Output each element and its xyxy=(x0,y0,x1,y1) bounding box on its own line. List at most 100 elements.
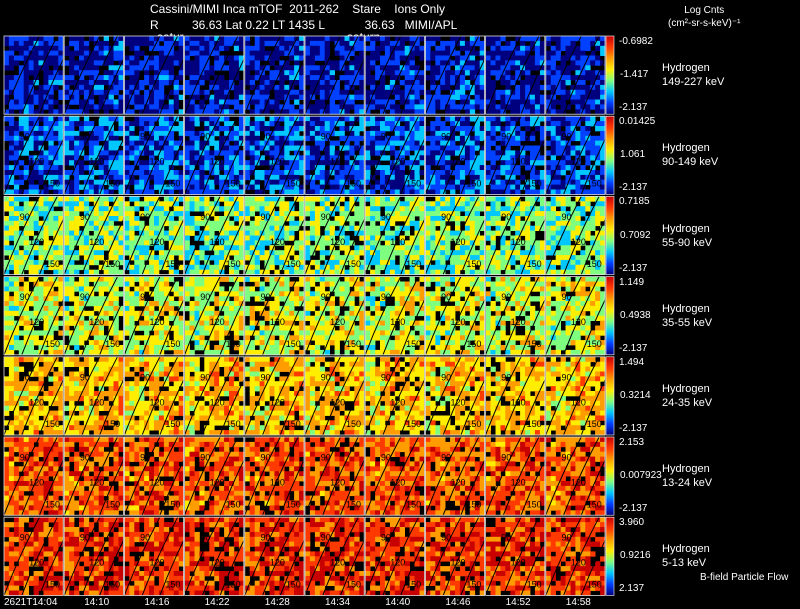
contour-label: 120 xyxy=(149,157,164,167)
heatmap-cell: 90 120 150 xyxy=(424,436,497,516)
contour-label: 150 xyxy=(466,580,481,590)
contour-label: 120 xyxy=(330,237,345,247)
contour-label: 120 xyxy=(450,397,465,407)
contour-label: 90 xyxy=(561,533,571,543)
heatmap-cell: 90 120 150 xyxy=(485,195,558,275)
contour-label: 150 xyxy=(587,419,602,429)
contour-label: 90 xyxy=(140,292,150,302)
time-tick-label: 14:16 xyxy=(144,597,170,608)
contour-label: 120 xyxy=(390,558,405,568)
heatmap-cell: 90 120 150 xyxy=(184,436,257,516)
contour-label: 90 xyxy=(441,132,451,142)
contour-label: 90 xyxy=(80,132,90,142)
heatmap-cell: 90 120 150 xyxy=(424,356,497,436)
heatmap-cell: 90 120 150 xyxy=(545,115,618,195)
contour-label: 120 xyxy=(511,157,526,167)
colorbar xyxy=(605,436,615,516)
colorbar-max: 3.960 xyxy=(619,517,645,529)
heatmap-cell: 90 120 150 xyxy=(304,115,377,195)
contour-label: 150 xyxy=(406,259,421,269)
contour-label: 90 xyxy=(260,132,270,142)
contour-label: 90 xyxy=(200,533,210,543)
contour-label: 120 xyxy=(330,558,345,568)
heatmap-cell xyxy=(244,35,317,115)
heatmap-cell xyxy=(3,35,76,115)
band-species: Hydrogen xyxy=(662,62,710,75)
heatmap-cell: 90 120 150 xyxy=(364,516,437,596)
heatmap-cell: 90 120 150 xyxy=(244,436,317,516)
contour-label: 150 xyxy=(286,179,301,189)
contour-label: 120 xyxy=(511,317,526,327)
contour-label: 120 xyxy=(511,478,526,488)
contour-label: 90 xyxy=(501,533,511,543)
contour-label: 120 xyxy=(149,478,164,488)
heatmap-cell: 90 120 150 xyxy=(364,115,437,195)
contour-label: 90 xyxy=(20,453,30,463)
contour-label: 150 xyxy=(406,179,421,189)
band-energy: 149-227 keV xyxy=(662,76,725,89)
contour-label: 150 xyxy=(527,339,542,349)
contour-label: 120 xyxy=(29,397,44,407)
contour-label: 120 xyxy=(270,478,285,488)
contour-label: 120 xyxy=(210,157,225,167)
colorbar-max: 1.149 xyxy=(619,276,645,288)
contour-label: 90 xyxy=(260,292,270,302)
band-energy: 55-90 keV xyxy=(662,236,713,249)
contour-label: 90 xyxy=(501,132,511,142)
contour-label: 150 xyxy=(286,580,301,590)
contour-label: 90 xyxy=(20,132,30,142)
colorbar-min: -2.137 xyxy=(619,503,648,515)
heatmap-cell: 90 120 150 xyxy=(545,516,618,596)
contour-label: 120 xyxy=(450,558,465,568)
contour-label: 120 xyxy=(270,558,285,568)
contour-label: 150 xyxy=(406,419,421,429)
contour-label: 90 xyxy=(381,212,391,222)
contour-label: 90 xyxy=(441,453,451,463)
contour-label: 120 xyxy=(149,237,164,247)
colorbar xyxy=(605,516,615,596)
colorbar-mid: 0.3214 xyxy=(620,389,651,401)
contour-label: 120 xyxy=(210,317,225,327)
heatmap-cell: 90 120 150 xyxy=(63,276,136,356)
contour-label: 150 xyxy=(105,499,120,509)
heatmap-cell: 90 120 150 xyxy=(485,276,558,356)
contour-label: 120 xyxy=(89,157,104,167)
units-line-1: Log Cnts xyxy=(684,5,725,16)
contour-label: 150 xyxy=(527,259,542,269)
contour-label: 120 xyxy=(390,237,405,247)
contour-label: 120 xyxy=(210,237,225,247)
contour-label: 150 xyxy=(286,259,301,269)
heatmap-cell: 90 120 150 xyxy=(63,516,136,596)
band-row: 90 120 150 90 120 150 90 120 150 90 120 150 90 120 150… xyxy=(3,356,618,436)
contour-label: 90 xyxy=(80,292,90,302)
contour-label: 90 xyxy=(441,372,451,382)
contour-label: 150 xyxy=(105,580,120,590)
colorbar-mid: 0.4938 xyxy=(620,309,651,321)
band-row: 90 120 150 90 120 150 90 120 150 90 120 150 90 120 150… xyxy=(3,276,618,356)
heatmap-cell xyxy=(123,35,196,115)
heatmap-cell: 90 120 150 xyxy=(364,276,437,356)
heatmap-cell: 90 120 150 xyxy=(184,115,257,195)
heatmap-cell: 90 120 150 xyxy=(123,436,196,516)
contour-label: 150 xyxy=(466,259,481,269)
contour-label: 90 xyxy=(441,533,451,543)
contour-label: 120 xyxy=(149,558,164,568)
contour-label: 150 xyxy=(105,419,120,429)
colorbar-max: 0.01425 xyxy=(619,116,656,128)
heatmap-cell: 90 120 150 xyxy=(3,195,76,275)
contour-label: 90 xyxy=(80,453,90,463)
contour-label: 150 xyxy=(346,580,361,590)
contour-label: 120 xyxy=(330,157,345,167)
heatmap-cell: 90 120 150 xyxy=(3,356,76,436)
colorbar-mid: 1.061 xyxy=(620,149,646,161)
contour-label: 90 xyxy=(200,453,210,463)
contour-label: 90 xyxy=(441,292,451,302)
chart-subtitle: R 36.63 Lat 0.22 LT 1435 L 36.63 MIMI/AP… xyxy=(150,18,458,32)
heatmap-cell: 90 120 150 xyxy=(545,356,618,436)
contour-label: 150 xyxy=(165,580,180,590)
heatmap-cell: 90 120 150 xyxy=(304,516,377,596)
colorbar-mid: 0.007923 xyxy=(620,470,662,482)
contour-label: 90 xyxy=(20,292,30,302)
contour-label: 90 xyxy=(260,533,270,543)
contour-label: 120 xyxy=(270,317,285,327)
